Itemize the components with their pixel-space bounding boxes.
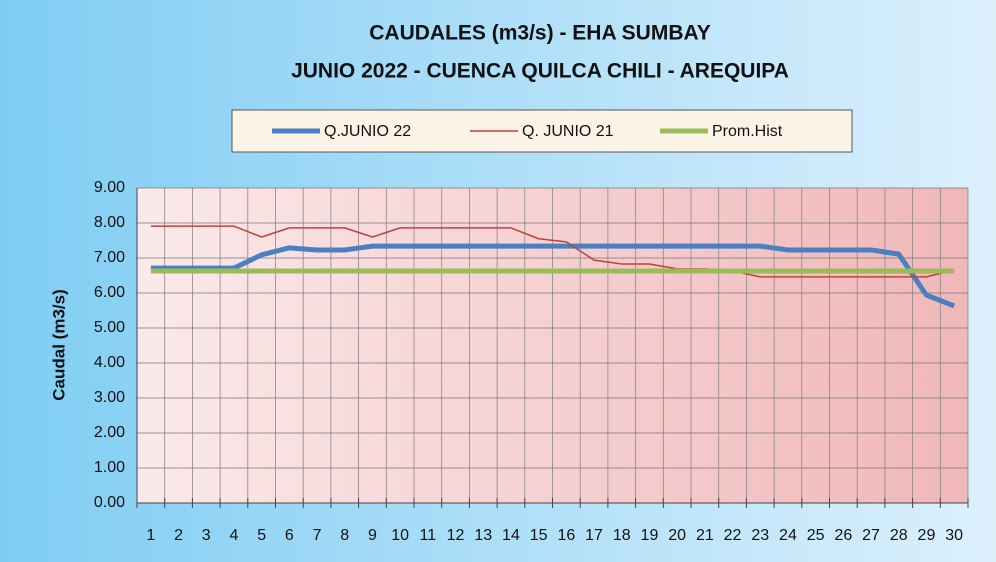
x-tick-label: 28 [890, 527, 908, 544]
x-tick-label: 15 [530, 527, 548, 544]
chart-subtitle: JUNIO 2022 - CUENCA QUILCA CHILI - AREQU… [291, 60, 789, 83]
chart-title: CAUDALES (m3/s) - EHA SUMBAY [369, 22, 711, 45]
y-tick-label: 5.00 [94, 319, 125, 336]
x-tick-label: 6 [285, 527, 294, 544]
y-tick-label: 0.00 [94, 494, 125, 511]
y-tick-label: 8.00 [94, 214, 125, 231]
x-tick-label: 17 [585, 527, 603, 544]
x-tick-label: 12 [447, 527, 465, 544]
x-tick-label: 20 [668, 527, 686, 544]
x-tick-label: 9 [368, 527, 377, 544]
x-tick-label: 24 [779, 527, 797, 544]
y-tick-label: 2.00 [94, 424, 125, 441]
x-tick-label: 27 [862, 527, 880, 544]
series-line [150, 225, 955, 278]
legend-label: Prom.Hist [712, 123, 783, 140]
legend-box [231, 109, 853, 153]
x-tick-label: 10 [391, 527, 409, 544]
x-tick-label: 13 [474, 527, 492, 544]
x-tick-label: 25 [807, 527, 825, 544]
y-tick-label: 4.00 [94, 354, 125, 371]
x-tick-label: 23 [751, 527, 769, 544]
x-tick-label: 18 [613, 527, 631, 544]
x-tick-label: 22 [724, 527, 742, 544]
series-line [150, 243, 956, 309]
y-tick-label: 7.00 [94, 249, 125, 266]
y-axis-label: Caudal (m3/s) [49, 289, 68, 400]
x-tick-label: 1 [146, 527, 155, 544]
x-tick-label: 3 [202, 527, 211, 544]
legend-label: Q. JUNIO 21 [522, 123, 614, 140]
x-tick-label: 14 [502, 527, 520, 544]
legend-label: Q.JUNIO 22 [324, 123, 411, 140]
x-tick-label: 16 [557, 527, 575, 544]
x-tick-label: 7 [313, 527, 322, 544]
x-tick-label: 30 [945, 527, 963, 544]
x-tick-label: 2 [174, 527, 183, 544]
x-tick-label: 11 [420, 527, 437, 544]
y-tick-label: 6.00 [94, 284, 125, 301]
x-tick-label: 5 [257, 527, 266, 544]
x-tick-label: 19 [641, 527, 659, 544]
x-tick-label: 29 [918, 527, 936, 544]
y-tick-label: 3.00 [94, 389, 125, 406]
y-tick-label: 9.00 [94, 179, 125, 196]
x-tick-label: 21 [696, 527, 714, 544]
x-tick-label: 8 [340, 527, 349, 544]
x-tick-label: 4 [229, 527, 238, 544]
x-tick-label: 26 [834, 527, 852, 544]
y-tick-label: 1.00 [94, 459, 125, 476]
